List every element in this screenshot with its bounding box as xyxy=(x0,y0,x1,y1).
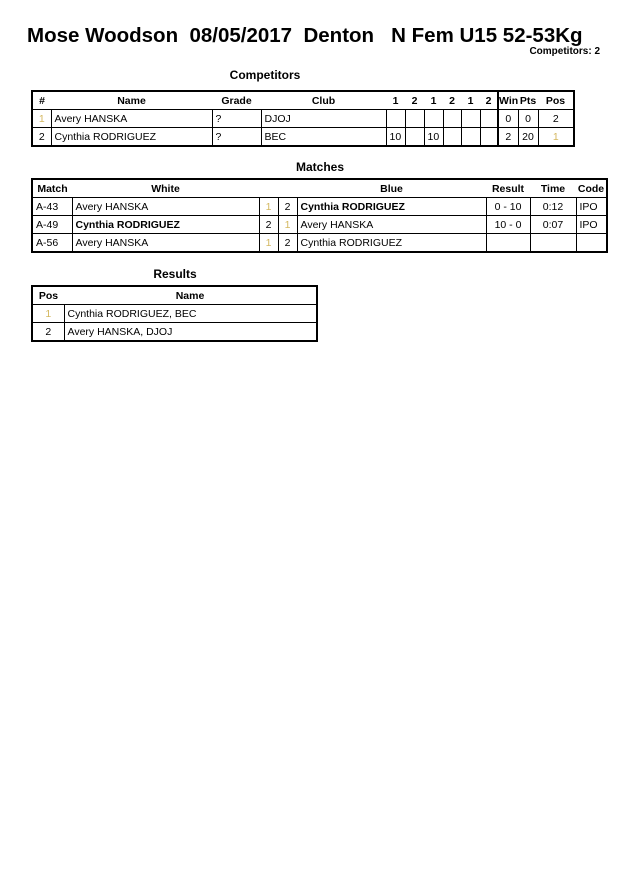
match-code xyxy=(575,233,608,253)
score-cell: 10 xyxy=(385,127,406,147)
col-header: 1 xyxy=(386,91,405,110)
competitor-number: 1 xyxy=(31,109,52,128)
result-position: 1 xyxy=(31,304,65,323)
score-cell xyxy=(385,109,406,128)
blue-number: 1 xyxy=(277,215,298,234)
match-code: IPO xyxy=(575,215,608,234)
competitor-name: Cynthia RODRIGUEZ xyxy=(50,127,213,147)
matches-table: Match White Blue Result Time Code A-43 A… xyxy=(31,178,608,253)
blue-number: 2 xyxy=(277,197,298,216)
wins: 2 xyxy=(497,127,519,147)
table-row: 2 Cynthia RODRIGUEZ ? BEC 10 10 2 20 1 xyxy=(31,127,575,147)
col-header: White xyxy=(72,179,259,198)
match-result xyxy=(485,233,531,253)
match-code: IPO xyxy=(575,197,608,216)
white-player: Cynthia RODRIGUEZ xyxy=(71,215,260,234)
col-header: Pos xyxy=(32,286,64,305)
col-header: Name xyxy=(64,286,317,305)
results-heading: Results xyxy=(153,267,197,281)
table-row: 2 Avery HANSKA, DJOJ xyxy=(31,322,318,342)
blue-player: Cynthia RODRIGUEZ xyxy=(296,197,487,216)
table-header: Pos Name xyxy=(32,286,317,305)
competitors-table: # Name Grade Club 1 2 1 2 1 2 Wins Pts P… xyxy=(31,90,575,147)
col-header: Blue xyxy=(297,179,486,198)
match-time: 0:12 xyxy=(529,197,577,216)
col-header: Time xyxy=(530,179,576,198)
match-time xyxy=(529,233,577,253)
table-header: Match White Blue Result Time Code xyxy=(32,179,607,198)
table-row: A-56 Avery HANSKA 1 2 Cynthia RODRIGUEZ xyxy=(31,233,608,253)
position: 2 xyxy=(537,109,575,128)
results-table: Pos Name 1 Cynthia RODRIGUEZ, BEC 2 Aver… xyxy=(31,285,318,342)
white-number: 2 xyxy=(258,215,279,234)
col-header: 2 xyxy=(443,91,461,110)
match-result: 0 - 10 xyxy=(485,197,531,216)
blue-number: 2 xyxy=(277,233,298,253)
competitor-grade: ? xyxy=(211,127,262,147)
competitor-number: 2 xyxy=(31,127,52,147)
score-cell xyxy=(479,127,499,147)
score-cell xyxy=(479,109,499,128)
score-cell: 10 xyxy=(423,127,444,147)
col-header: 2 xyxy=(480,91,498,110)
competitor-club: BEC xyxy=(260,127,387,147)
col-header: 1 xyxy=(424,91,443,110)
result-name: Avery HANSKA, DJOJ xyxy=(63,322,318,342)
match-id: A-49 xyxy=(31,215,73,234)
table-row: A-49 Cynthia RODRIGUEZ 2 1 Avery HANSKA … xyxy=(31,215,608,234)
col-header: Pts xyxy=(518,91,538,110)
competitor-club: DJOJ xyxy=(260,109,387,128)
match-time: 0:07 xyxy=(529,215,577,234)
competitor-grade: ? xyxy=(211,109,262,128)
col-header: 2 xyxy=(405,91,424,110)
competitors-count: Competitors: 2 xyxy=(529,46,600,57)
score-cell xyxy=(460,109,481,128)
score-cell xyxy=(404,109,425,128)
col-header: Grade xyxy=(212,91,261,110)
wins: 0 xyxy=(497,109,519,128)
score-cell xyxy=(460,127,481,147)
score-cell xyxy=(442,109,462,128)
col-header: Pos xyxy=(538,91,574,110)
col-header: Name xyxy=(51,91,212,110)
white-number: 1 xyxy=(258,233,279,253)
col-header: Wins xyxy=(497,91,518,110)
col-header: Result xyxy=(486,179,530,198)
score-cell xyxy=(423,109,444,128)
competitor-name: Avery HANSKA xyxy=(50,109,213,128)
white-player: Avery HANSKA xyxy=(71,233,260,253)
table-header: # Name Grade Club 1 2 1 2 1 2 Wins Pts P… xyxy=(32,91,574,110)
score-cell xyxy=(442,127,462,147)
points: 0 xyxy=(517,109,539,128)
position: 1 xyxy=(537,127,575,147)
blue-player: Avery HANSKA xyxy=(296,215,487,234)
col-header: Club xyxy=(261,91,386,110)
table-row: A-43 Avery HANSKA 1 2 Cynthia RODRIGUEZ … xyxy=(31,197,608,216)
table-row: 1 Cynthia RODRIGUEZ, BEC xyxy=(31,304,318,323)
col-header: Code xyxy=(576,179,607,198)
match-id: A-43 xyxy=(31,197,73,216)
white-player: Avery HANSKA xyxy=(71,197,260,216)
competitors-heading: Competitors xyxy=(229,68,301,82)
col-header: 1 xyxy=(461,91,480,110)
match-id: A-56 xyxy=(31,233,73,253)
score-cell xyxy=(404,127,425,147)
page-title: Mose Woodson 08/05/2017 Denton N Fem U15… xyxy=(27,24,583,47)
col-header: # xyxy=(32,91,51,110)
blue-player: Cynthia RODRIGUEZ xyxy=(296,233,487,253)
points: 20 xyxy=(517,127,539,147)
result-name: Cynthia RODRIGUEZ, BEC xyxy=(63,304,318,323)
col-header: Match xyxy=(32,179,72,198)
matches-heading: Matches xyxy=(295,160,345,174)
table-row: 1 Avery HANSKA ? DJOJ 0 0 2 xyxy=(31,109,575,128)
white-number: 1 xyxy=(258,197,279,216)
result-position: 2 xyxy=(31,322,65,342)
match-result: 10 - 0 xyxy=(485,215,531,234)
